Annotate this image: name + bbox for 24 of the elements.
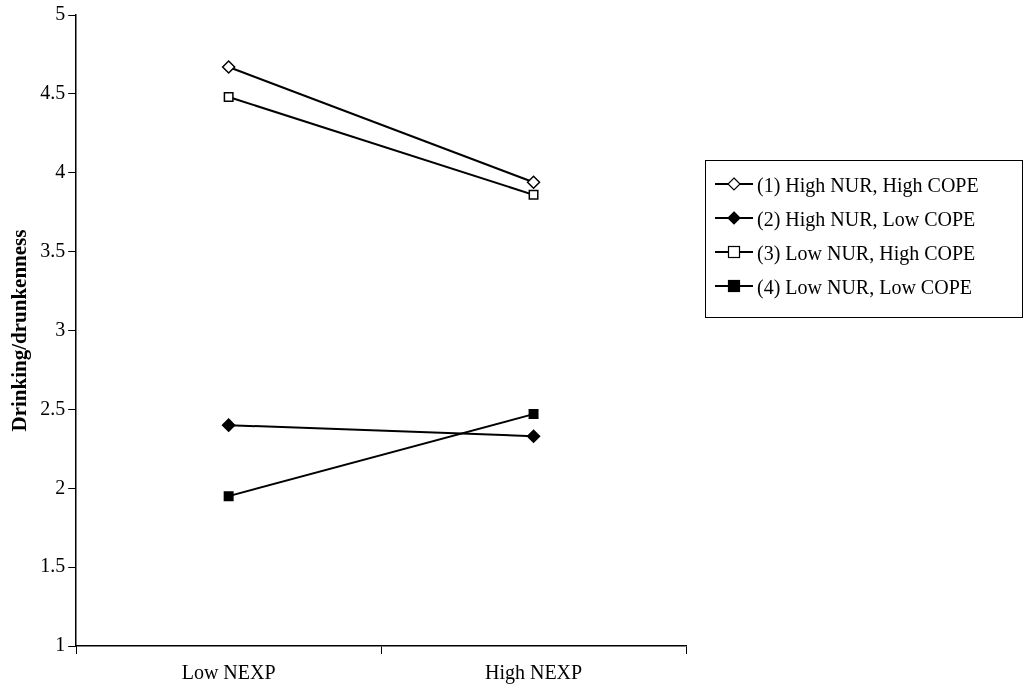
point (528, 409, 539, 420)
x-tick-label: High NEXP (484, 661, 583, 685)
point (223, 491, 234, 502)
y-tick-label: 1 (55, 633, 66, 656)
legend-label: (2) High NUR, Low COPE (757, 207, 976, 231)
y-tick-label: 2.5 (40, 396, 66, 419)
legend-label: (3) Low NUR, High COPE (757, 241, 976, 265)
y-tick-label: 3.5 (40, 238, 66, 261)
y-tick-label: 1.5 (40, 554, 66, 577)
y-tick-label: 5 (55, 2, 66, 25)
point (528, 189, 539, 200)
legend-label: (4) Low NUR, Low COPE (757, 275, 972, 299)
y-tick-label: 4 (55, 160, 66, 182)
point (221, 418, 236, 432)
y-tick-label: 4.5 (40, 81, 66, 104)
x-tick-label: Low NEXP (181, 661, 276, 684)
point (526, 175, 541, 189)
y-axis-title: Drinking/drunkenness (7, 229, 32, 432)
point (526, 429, 541, 443)
y-tick-label: 2 (55, 475, 66, 498)
point (223, 92, 234, 103)
y-tick-label: 3 (55, 317, 66, 340)
point (221, 60, 236, 74)
legend-label: (1) High NUR, High COPE (757, 173, 979, 197)
